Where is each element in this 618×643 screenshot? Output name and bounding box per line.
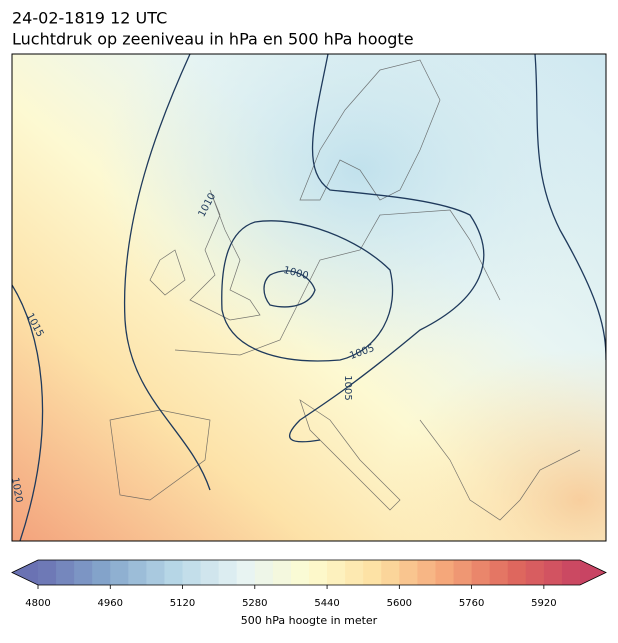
colorbar-swatch <box>525 560 545 585</box>
colorbar-tick-label: 5920 <box>531 598 556 609</box>
colorbar-swatch <box>453 560 473 585</box>
coastlines <box>109 59 581 521</box>
colorbar-swatch <box>417 560 436 585</box>
colorbar-swatch <box>254 560 274 585</box>
height-field <box>380 350 606 541</box>
colorbar-swatch <box>543 560 563 585</box>
colorbar-tick-label: 5600 <box>387 598 412 609</box>
colorbar-swatch <box>128 560 147 585</box>
colorbar-tick-label: 4800 <box>25 598 50 609</box>
colorbar-swatch <box>290 560 310 585</box>
colorbar-swatch <box>146 560 165 585</box>
colorbar-swatch <box>272 560 292 585</box>
title: 24-02-1819 12 UTC <box>12 9 167 28</box>
colorbar-swatch <box>110 560 129 585</box>
colorbar-swatch <box>309 560 328 585</box>
colorbar-swatch <box>327 560 346 585</box>
colorbar-swatch <box>489 560 509 585</box>
colorbar-swatch <box>435 560 455 585</box>
isobars <box>12 54 606 541</box>
colorbar-swatch <box>507 560 527 585</box>
colorbar-tick-label: 4960 <box>98 598 123 609</box>
colorbar-swatch <box>200 560 220 585</box>
colorbar-swatch <box>345 560 364 585</box>
colorbar-extend-low <box>12 560 38 585</box>
colorbar-swatch <box>38 560 57 585</box>
isobar-label: 1020 <box>9 477 24 504</box>
height-field <box>100 54 606 370</box>
colorbar-swatch <box>363 560 382 585</box>
colorbar-label: 500 hPa hoogte in meter <box>241 614 378 627</box>
colorbar-swatch <box>164 560 184 585</box>
colorbar-swatch <box>218 560 238 585</box>
isobar-label: 1005 <box>342 375 353 400</box>
colorbar-swatch <box>471 560 491 585</box>
colorbar-swatch <box>561 560 581 585</box>
subtitle: Luchtdruk op zeeniveau in hPa en 500 hPa… <box>12 30 414 49</box>
colorbar-tick-label: 5440 <box>314 598 339 609</box>
colorbar-swatch <box>236 560 256 585</box>
colorbar-swatch <box>56 560 75 585</box>
colorbar-swatch <box>399 560 418 585</box>
colorbar-tick-label: 5120 <box>170 598 195 609</box>
colorbar-swatch <box>74 560 93 585</box>
colorbar-extend-high <box>580 560 606 585</box>
colorbar-tick-label: 5760 <box>459 598 484 609</box>
colorbar-swatch <box>92 560 111 585</box>
colorbar-swatch <box>182 560 202 585</box>
map-frame <box>11 53 607 542</box>
colorbar-swatch <box>381 560 400 585</box>
colorbar-tick-label: 5280 <box>242 598 267 609</box>
